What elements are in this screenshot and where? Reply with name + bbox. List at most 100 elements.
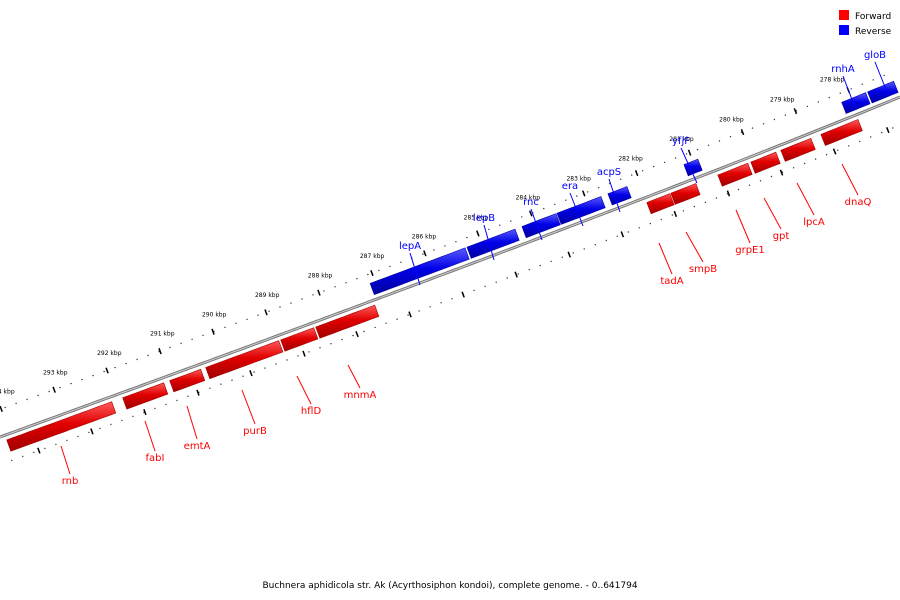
- outer-major-tick: [317, 289, 321, 296]
- inner-track-dot: [319, 347, 321, 349]
- outer-major-tick: [52, 386, 56, 393]
- tick-label: 288 kbp: [308, 272, 333, 279]
- outer-track-dot: [356, 278, 358, 280]
- inner-major-tick: [37, 447, 41, 454]
- outer-track-dot: [224, 326, 226, 329]
- outer-track-dot: [433, 249, 435, 251]
- outer-track-dot: [257, 314, 259, 316]
- inner-track-dot: [704, 201, 707, 203]
- legend: Forward Reverse: [839, 10, 892, 37]
- gene-label-leader: [608, 178, 621, 213]
- outer-track-dot: [235, 322, 237, 324]
- gene-label: rnc: [523, 197, 539, 208]
- tick-label: 287 kbp: [360, 253, 385, 260]
- inner-track-dot: [242, 375, 244, 377]
- inner-track-dot: [429, 306, 431, 308]
- outer-track-dot: [125, 362, 127, 365]
- inner-track-dot: [231, 379, 233, 381]
- outer-track-dot: [521, 216, 523, 218]
- inner-track-dot: [715, 197, 718, 199]
- gene-labels: gloB rnhA yfjF acpS era rnc lepB lepA dnaQ lpcA gp…: [60, 50, 888, 487]
- inner-track-dot: [99, 427, 101, 430]
- inner-track-dot: [550, 260, 552, 263]
- gene-label-leader: [569, 192, 584, 227]
- gene-label-leader: [530, 208, 543, 241]
- inner-track-dot: [638, 227, 640, 229]
- gene-label-leader: [685, 231, 704, 263]
- gene-label-leader: [296, 375, 312, 405]
- outer-track-dot: [37, 394, 39, 397]
- inner-track-dot: [396, 318, 398, 320]
- inner-track-dot: [253, 371, 255, 373]
- inner-track-dot: [539, 264, 541, 267]
- outer-major-tick: [740, 129, 745, 136]
- outer-track-dot: [631, 174, 633, 176]
- tick-label: 292 kbp: [97, 350, 122, 357]
- outer-track-dot: [389, 265, 391, 268]
- outer-track-dot: [784, 114, 787, 116]
- inner-track-dot: [803, 162, 806, 165]
- gene-label-leader: [144, 420, 156, 452]
- legend-swatch-forward: [839, 10, 849, 20]
- outer-major-tick: [529, 210, 533, 217]
- inner-track-dot: [792, 167, 795, 169]
- forward-gene-arrow: [820, 119, 863, 146]
- outer-major-tick: [793, 108, 798, 115]
- tick-label: 285 kbp: [464, 214, 489, 221]
- outer-track-dot: [147, 354, 149, 357]
- gene-label-leader: [796, 182, 815, 216]
- outer-track-dot: [334, 286, 336, 288]
- inner-track-dot: [484, 285, 486, 287]
- inner-track-dot: [66, 439, 68, 442]
- legend-label-forward: Forward: [855, 12, 891, 22]
- inner-track-dot: [693, 205, 696, 208]
- inner-track-dot: [77, 435, 79, 438]
- inner-track-dot: [572, 252, 574, 254]
- outer-track-dot: [103, 370, 105, 373]
- inner-track-dot: [165, 403, 167, 406]
- inner-track-dot: [870, 136, 872, 138]
- tick-label: 286 kbp: [412, 234, 437, 241]
- inner-major-tick: [567, 251, 572, 258]
- inner-track-dot: [374, 326, 376, 329]
- backbone-line: [0, 95, 900, 439]
- gene-label-leader: [60, 445, 71, 475]
- tick-label: 291 kbp: [150, 330, 175, 337]
- outer-track-dot: [488, 228, 490, 231]
- gene-label-leader: [347, 364, 361, 389]
- gene-label-leader: [483, 224, 495, 261]
- outer-track-dot: [674, 157, 677, 159]
- inner-track-dot: [132, 415, 134, 418]
- tick-labels: 278 kbp 279 kbp 280 kbp 281 kbp 282 kbp 283 k…: [0, 76, 845, 395]
- inner-track-dot: [176, 399, 178, 402]
- inner-track-dot: [33, 451, 35, 454]
- inner-major-tick: [726, 190, 731, 197]
- inner-track-dot: [286, 359, 288, 361]
- outer-major-tick: [370, 270, 374, 277]
- outer-track-dot: [367, 273, 369, 276]
- backbone-highlight: [0, 96, 900, 438]
- outer-track-dot: [92, 374, 94, 377]
- gene-label: era: [562, 181, 578, 192]
- gene-label: mnmA: [344, 390, 377, 401]
- inner-major-tick: [832, 148, 837, 155]
- tick-label: 282 kbp: [618, 156, 643, 163]
- inner-track-dot: [330, 343, 332, 345]
- inner-track-dot: [660, 218, 662, 221]
- outer-track-dot: [861, 83, 863, 86]
- inner-track-dot: [825, 154, 828, 156]
- inner-track-dot: [110, 423, 112, 426]
- outer-track-dot: [48, 390, 50, 393]
- inner-track-dot: [605, 239, 607, 242]
- gene-label-leader: [763, 197, 782, 230]
- outer-track-dot: [839, 92, 841, 94]
- gene-label: gpt: [773, 231, 790, 242]
- inner-track-dot: [187, 395, 189, 397]
- tick-label: 281 kbp: [669, 136, 694, 143]
- outer-major-tick: [264, 309, 268, 316]
- outer-major-tick: [0, 405, 3, 413]
- outer-track-dot: [59, 386, 61, 389]
- outer-track-dot: [180, 342, 182, 345]
- reverse-gene-arrow: [369, 247, 470, 295]
